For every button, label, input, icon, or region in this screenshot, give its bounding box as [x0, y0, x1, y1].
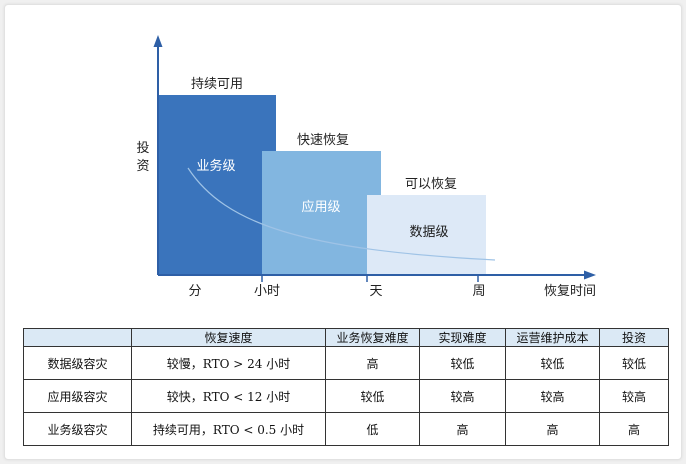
- data-level-bar: [367, 195, 486, 275]
- table-cell: 较低: [599, 346, 669, 380]
- y-axis-arrow-icon: [153, 35, 163, 47]
- table-cell: 高: [599, 412, 669, 446]
- application-level-bar: [262, 151, 381, 275]
- table-cell: 较低: [505, 346, 600, 380]
- table-cell: 数据级容灾: [23, 346, 132, 380]
- investment-decline-curve: [187, 167, 496, 261]
- x-axis-arrow-icon: [584, 270, 596, 280]
- business-level-bar: [158, 95, 276, 275]
- table-cell: 高: [505, 412, 600, 446]
- table-cell: 持续可用，RTO < 0.5 小时: [131, 412, 326, 446]
- data-level-tier-label: 数据级: [409, 225, 448, 240]
- table-header-cell: 运营维护成本: [505, 328, 600, 347]
- table-cell: 较快，RTO < 12 小时: [131, 379, 326, 413]
- table-header-cell: 投资: [599, 328, 669, 347]
- table-row: 数据级容灾 较慢，RTO > 24 小时 高 较低 较低 较低: [23, 346, 669, 380]
- table-cell: 较低: [419, 346, 506, 380]
- table-header-cell: [23, 328, 132, 347]
- table-header-cell: 业务恢复难度: [325, 328, 420, 347]
- table-header-cell: 恢复速度: [131, 328, 326, 347]
- x-axis-label: 恢复时间: [544, 284, 596, 299]
- table-cell: 高: [325, 346, 420, 380]
- table-header-cell: 实现难度: [419, 328, 506, 347]
- table-cell: 低: [325, 412, 420, 446]
- axes: [153, 35, 596, 280]
- table-cell: 高: [419, 412, 506, 446]
- y-axis-label-char-2: 资: [136, 159, 149, 174]
- business-level-top-label: 持续可用: [191, 77, 243, 92]
- x-tick-label-minute: 分: [188, 284, 201, 299]
- table-header-row: 恢复速度 业务恢复难度 实现难度 运营维护成本 投资: [23, 328, 669, 347]
- table-cell: 较慢，RTO > 24 小时: [131, 346, 326, 380]
- x-tick-label-hour: 小时: [254, 284, 280, 299]
- business-level-tier-label: 业务级: [196, 158, 235, 174]
- table-cell: 较高: [505, 379, 600, 413]
- x-tick-label-week: 周: [472, 284, 485, 299]
- table-cell: 较高: [599, 379, 669, 413]
- figure-frame: 投 资 持续可用 快速恢复 可以恢复 业务级 应用级 数据级 分 小时 天 周 …: [4, 4, 682, 460]
- table-row: 业务级容灾 持续可用，RTO < 0.5 小时 低 高 高 高: [23, 412, 669, 446]
- table-row: 应用级容灾 较快，RTO < 12 小时 较低 较高 较高 较高: [23, 379, 669, 413]
- application-level-top-label: 快速恢复: [297, 133, 349, 148]
- table-cell: 业务级容灾: [23, 412, 132, 446]
- table-cell: 较低: [325, 379, 420, 413]
- table-cell: 应用级容灾: [23, 379, 132, 413]
- application-level-tier-label: 应用级: [301, 199, 340, 215]
- data-level-top-label: 可以恢复: [405, 177, 457, 192]
- disaster-recovery-level-diagram: 投 资 持续可用 快速恢复 可以恢复 业务级 应用级 数据级 分 小时 天 周 …: [136, 35, 596, 299]
- y-axis-label-char-1: 投: [136, 140, 149, 156]
- dr-level-comparison-table: 恢复速度 业务恢复难度 实现难度 运营维护成本 投资 数据级容灾 较慢，RTO …: [23, 328, 669, 446]
- x-tick-label-day: 天: [369, 284, 382, 299]
- table-cell: 较高: [419, 379, 506, 413]
